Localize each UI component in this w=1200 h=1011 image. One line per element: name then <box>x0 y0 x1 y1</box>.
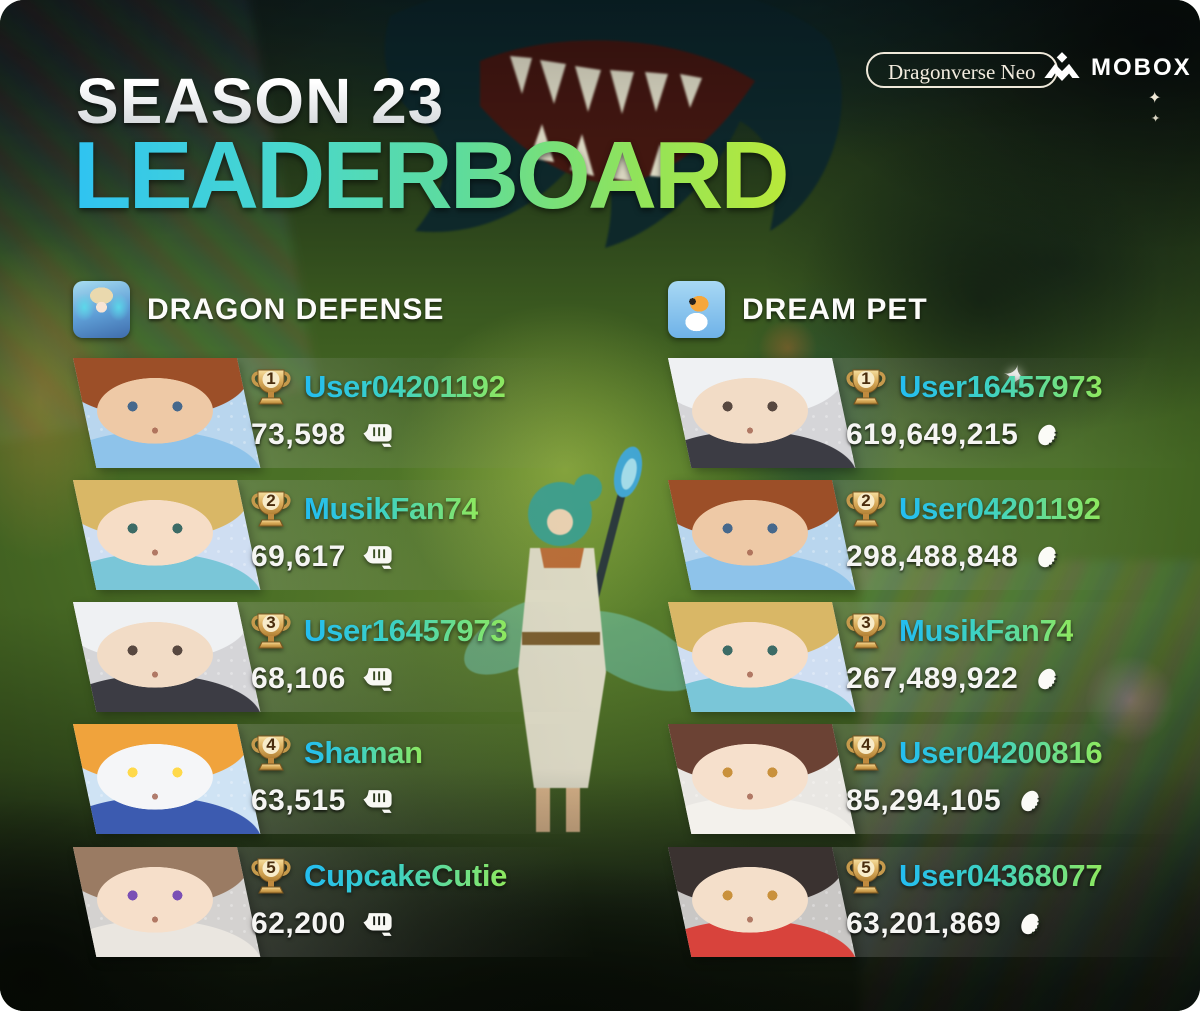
fist-icon <box>361 911 394 937</box>
player-score: 69,617 <box>251 540 346 573</box>
player-score: 63,515 <box>251 784 346 817</box>
player-avatar <box>73 847 261 957</box>
rank-number: 4 <box>266 735 276 754</box>
dream-pet-game-icon <box>668 281 725 338</box>
rank-number: 5 <box>861 858 871 877</box>
column-title: DRAGON DEFENSE <box>147 292 445 326</box>
leaderboard-row: 4 User04200816 85,294,105 <box>668 724 1200 834</box>
rank-trophy-icon: 1 <box>249 365 293 409</box>
dream-pet-column: DREAM PET 1 User16457973 619,649,215 <box>668 281 1200 981</box>
player-name: User04201192 <box>304 369 506 404</box>
dragonverse-neo-badge: Dragonverse Neo <box>866 52 1058 88</box>
rank-trophy-icon: 3 <box>249 609 293 653</box>
player-avatar <box>73 602 261 712</box>
leaderboard-row: 2 User04201192 298,488,848 <box>668 480 1200 590</box>
page-title: LEADERBOARD <box>73 122 790 229</box>
player-avatar <box>668 480 856 590</box>
rank-trophy-icon: 4 <box>844 731 888 775</box>
dragon-defense-game-icon <box>73 281 130 338</box>
player-score: 73,598 <box>251 418 346 451</box>
player-name: MusikFan74 <box>899 613 1074 648</box>
column-header: DREAM PET <box>668 281 928 338</box>
player-avatar <box>668 724 856 834</box>
fist-icon <box>361 788 394 814</box>
leaderboard-row: 5 User04368077 63,201,869 <box>668 847 1200 957</box>
leaderboard-row: 3 User16457973 68,106 <box>73 602 619 712</box>
rank-number: 1 <box>861 369 871 388</box>
rank-trophy-icon: 2 <box>249 487 293 531</box>
egg-icon <box>1016 910 1044 938</box>
leaderboard-row: 4 Shaman 63,515 <box>73 724 619 834</box>
fist-icon <box>361 544 394 570</box>
rank-trophy-icon: 5 <box>844 854 888 898</box>
sparkle-icon: ✦ <box>1148 90 1162 107</box>
rank-trophy-icon: 2 <box>844 487 888 531</box>
player-name: User16457973 <box>304 613 508 648</box>
sparkle-icon: ✦ <box>1151 113 1161 125</box>
player-avatar <box>73 724 261 834</box>
player-avatar <box>73 480 261 590</box>
mobox-wordmark: MOBOX <box>1091 54 1192 81</box>
player-name: MusikFan74 <box>304 491 479 526</box>
column-header: DRAGON DEFENSE <box>73 281 444 338</box>
fist-icon <box>361 422 394 448</box>
egg-icon <box>1033 543 1061 571</box>
leaderboard-row: 1 User04201192 73,598 <box>73 358 619 468</box>
rank-number: 4 <box>861 735 871 754</box>
fist-icon <box>361 666 394 692</box>
rank-number: 3 <box>266 613 276 632</box>
player-score: 68,106 <box>251 662 346 695</box>
egg-icon <box>1016 787 1044 815</box>
rank-number: 2 <box>861 491 871 510</box>
rank-number: 5 <box>266 858 276 877</box>
player-score: 62,200 <box>251 907 346 940</box>
dragon-defense-column: DRAGON DEFENSE 1 User04201192 73,598 <box>73 281 619 981</box>
player-name: CupcakeCutie <box>304 858 508 893</box>
player-name: User04200816 <box>899 735 1103 770</box>
rank-number: 1 <box>266 369 276 388</box>
player-score: 267,489,922 <box>846 662 1019 695</box>
player-score: 619,649,215 <box>846 418 1019 451</box>
player-name: User16457973 <box>899 369 1103 404</box>
player-avatar <box>668 358 856 468</box>
mobox-mark-icon <box>1044 52 1080 81</box>
egg-icon <box>1033 421 1061 449</box>
player-avatar <box>668 847 856 957</box>
mobox-logo: MOBOX <box>1042 52 1192 84</box>
rank-trophy-icon: 1 <box>844 365 888 409</box>
player-avatar <box>73 358 261 468</box>
player-name: Shaman <box>304 735 423 770</box>
leaderboard-row: 5 CupcakeCutie 62,200 <box>73 847 619 957</box>
rank-trophy-icon: 4 <box>249 731 293 775</box>
player-score: 85,294,105 <box>846 784 1002 817</box>
player-score: 63,201,869 <box>846 907 1002 940</box>
season-label: SEASON 23 <box>76 65 445 137</box>
rank-trophy-icon: 3 <box>844 609 888 653</box>
rank-number: 3 <box>861 613 871 632</box>
player-avatar <box>668 602 856 712</box>
leaderboard-row: 3 MusikFan74 267,489,922 <box>668 602 1200 712</box>
column-title: DREAM PET <box>742 292 928 326</box>
player-name: User04368077 <box>899 858 1103 893</box>
player-score: 298,488,848 <box>846 540 1019 573</box>
leaderboard-row: 2 MusikFan74 69,617 <box>73 480 619 590</box>
player-name: User04201192 <box>899 491 1101 526</box>
rank-trophy-icon: 5 <box>249 854 293 898</box>
egg-icon <box>1033 665 1061 693</box>
leaderboard-row: 1 User16457973 619,649,215 <box>668 358 1200 468</box>
rank-number: 2 <box>266 491 276 510</box>
